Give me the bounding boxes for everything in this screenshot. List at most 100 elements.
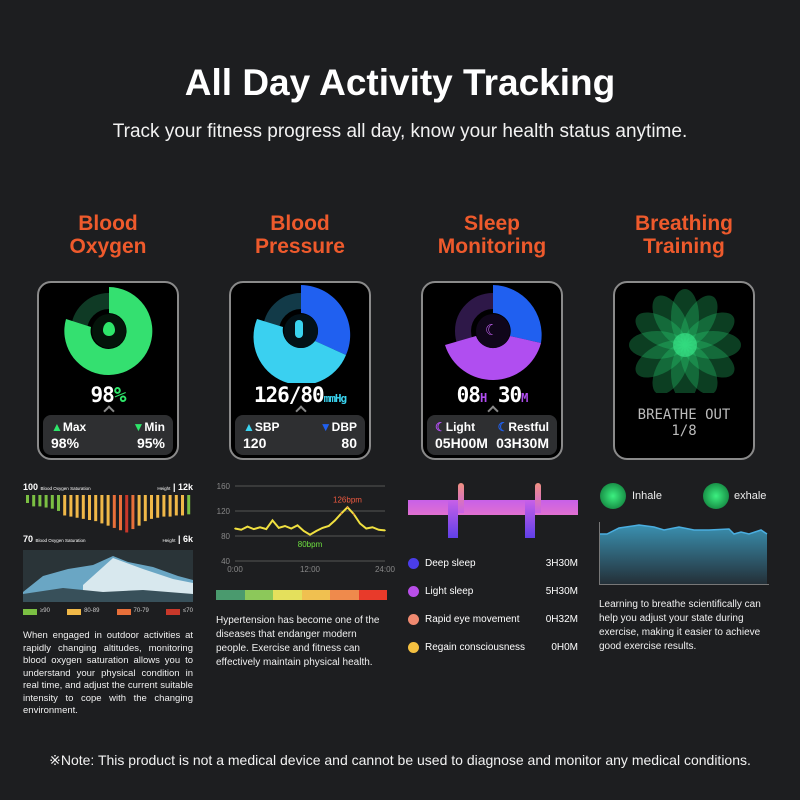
legend-label: ≥90 <box>40 608 50 614</box>
saturation-bar <box>156 495 160 518</box>
sat-top-label: Blood Oxygen Saturation <box>40 486 91 491</box>
mountain-image <box>23 550 193 602</box>
y-tick-label: 120 <box>217 507 231 516</box>
saturation-bar <box>112 495 116 528</box>
triangle-down-icon: ▼ <box>319 420 332 434</box>
pressure-color-scale <box>216 590 387 600</box>
scale-segment <box>330 590 359 600</box>
feature-title-blood-pressure: Blood Pressure <box>204 212 396 258</box>
blood-drop-icon <box>103 322 115 336</box>
annotation-label: 80bpm <box>298 540 323 549</box>
data-point <box>371 526 374 529</box>
title-line: Training <box>643 235 725 258</box>
sleep-stage-row: Light sleep 5H30M <box>408 577 578 605</box>
data-point <box>252 528 255 530</box>
flower-center <box>673 333 697 357</box>
data-point <box>234 527 236 530</box>
breathe-instruction: BREATHE OUT <box>637 407 731 423</box>
saturation-bar <box>137 495 141 526</box>
restful-value: 03H30M <box>496 435 549 451</box>
legend-label: 70-79 <box>133 608 149 614</box>
sat-bottom-value: 70 <box>23 534 34 544</box>
sat-top-value: 100 <box>23 482 39 492</box>
triangle-down-icon: ▼ <box>132 420 145 434</box>
flower-petal <box>629 331 685 359</box>
flower-petal <box>635 312 686 350</box>
stage-value: 0H32M <box>545 613 578 625</box>
saturation-bar <box>94 495 98 522</box>
heart-rate-chart: 40 80 120 160 0:00 12:00 24:00 126bpm 80bpm <box>217 482 395 574</box>
data-point <box>309 533 311 536</box>
sleep-stage-row: Deep sleep 3H30M <box>408 549 578 577</box>
title-line: Breathing <box>634 212 733 235</box>
scale-segment <box>244 590 273 600</box>
data-point <box>246 525 249 528</box>
data-point <box>240 528 243 531</box>
saturation-bar <box>150 495 153 519</box>
saturation-bar <box>75 495 79 518</box>
unit: mmHg <box>323 392 347 405</box>
flower-petal <box>652 344 690 393</box>
stage-label: Light sleep <box>425 585 474 597</box>
title-line: Monitoring <box>437 235 547 258</box>
stage-color-dot <box>408 613 419 625</box>
saturation-bar <box>32 495 36 507</box>
height-top: 12k <box>177 482 193 492</box>
breathing-flower-icon <box>629 289 741 393</box>
data-point <box>284 525 286 527</box>
saturation-bar <box>88 495 91 520</box>
height-bottom: 6k <box>182 534 193 544</box>
data-point <box>384 529 386 532</box>
saturation-bar <box>162 495 166 517</box>
dbp-label: DBP <box>331 420 357 434</box>
sleep-hypnogram <box>408 483 578 538</box>
legend-item: ≤70 <box>166 608 193 615</box>
saturation-bar <box>106 495 110 526</box>
stage-value: 3H30M <box>545 557 578 569</box>
data-point <box>334 519 336 522</box>
flower-petal <box>684 340 735 378</box>
data-point <box>265 528 268 530</box>
pressure-ring <box>253 285 351 383</box>
saturation-bar <box>131 495 135 530</box>
breathe-count: 1/8 <box>671 423 697 439</box>
exhale-label: exhale <box>734 490 767 502</box>
data-point <box>377 528 380 531</box>
watch-breathing: BREATHE OUT 1/8 <box>613 281 755 460</box>
flower-petal <box>671 289 699 345</box>
stage-label: Deep sleep <box>425 557 476 569</box>
title-line: Sleep <box>463 212 521 235</box>
min-value: 95% <box>136 435 165 451</box>
pressure-description: Hypertension has become one of the disea… <box>216 615 380 668</box>
legend-swatch <box>116 608 131 615</box>
data-point <box>327 525 330 527</box>
data-point <box>302 530 305 532</box>
medical-disclaimer: ※Note: This product is not a medical dev… <box>49 752 751 768</box>
data-point <box>290 527 293 530</box>
breathing-wave-chart <box>599 522 769 585</box>
legend-swatch <box>67 608 82 615</box>
m-unit: M <box>521 391 528 405</box>
legend-swatch <box>23 608 37 615</box>
saturation-bars <box>26 495 191 533</box>
moon-icon: ☾ <box>485 322 499 339</box>
sleep-stats-panel: ☾Light 05H00M ☾Restful 03H30M <box>427 415 557 455</box>
data-point <box>352 513 355 515</box>
moon-icon: ☾ <box>435 420 446 434</box>
saturation-bar <box>125 495 129 533</box>
data-point <box>359 522 361 525</box>
inhale-flower-icon <box>600 483 626 509</box>
saturation-bar <box>100 495 104 524</box>
rem-spike <box>535 483 541 513</box>
sbp-label: SBP <box>254 420 280 434</box>
page-subtitle: Track your fitness progress all day, kno… <box>112 121 688 142</box>
dbp-value: 80 <box>341 435 357 451</box>
flower-petal <box>680 344 718 393</box>
saturation-bar <box>69 495 73 517</box>
saturation-legend: ≥90 80-89 70-79 ≤70 <box>23 608 193 615</box>
saturation-bar <box>187 495 191 515</box>
value: 98 <box>90 383 115 407</box>
rem-spike <box>458 483 464 513</box>
moon-icon: ☾ <box>497 420 509 434</box>
data-point <box>340 512 343 515</box>
